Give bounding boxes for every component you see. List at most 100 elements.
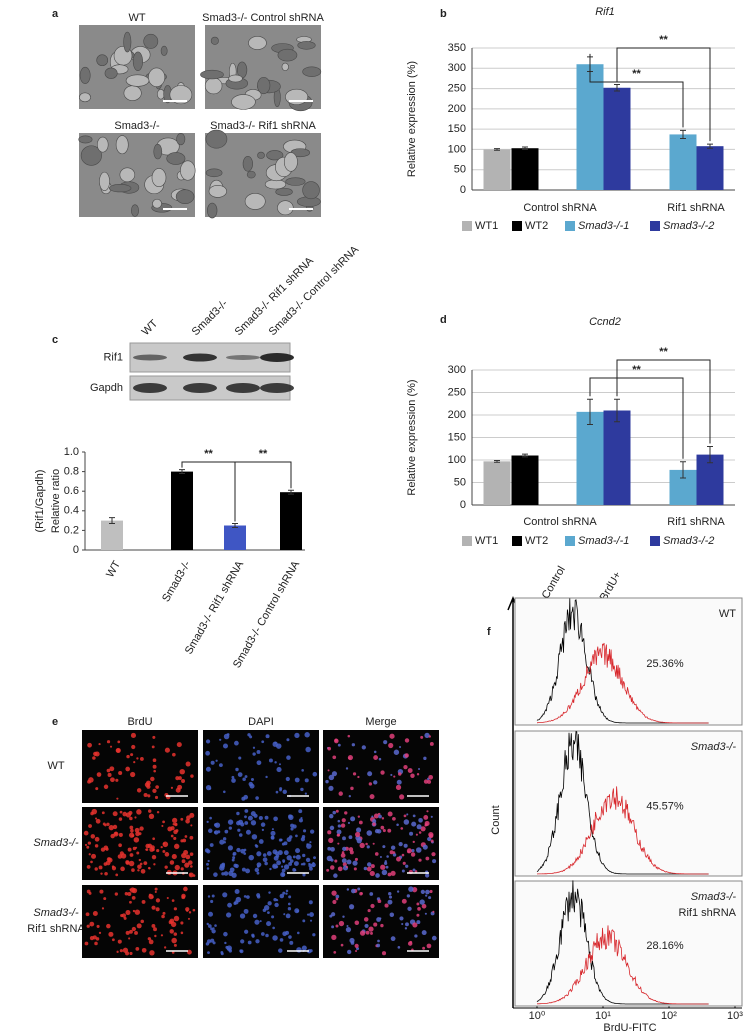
error-bar [288,489,294,495]
bar [576,64,604,190]
nucleus [106,768,111,773]
nucleus [248,854,255,861]
nucleus [312,933,316,937]
nucleus [345,927,352,933]
nucleus [275,865,279,869]
nucleus [161,824,164,827]
fluorescence-image [82,885,198,958]
nucleus [130,771,136,778]
nucleus [232,853,236,856]
nucleus [120,913,124,918]
nucleus [152,758,157,763]
nucleus [304,732,310,738]
nucleus [387,811,393,817]
nucleus [390,936,396,942]
nucleus [256,851,262,857]
nucleus [275,743,282,749]
nucleus [421,903,427,909]
nucleus [176,742,182,748]
cell-colony [131,204,139,217]
nucleus [179,768,185,775]
error-bar [707,143,713,149]
nucleus [126,754,130,759]
nucleus [95,937,100,941]
nucleus [327,846,332,851]
nucleus [181,779,186,784]
nucleus [428,896,432,900]
nucleus [215,759,218,762]
nucleus [107,772,112,777]
fluorescence-image [323,730,439,803]
nucleus [417,907,421,911]
nucleus [396,779,402,785]
nucleus [392,816,396,821]
nucleus [309,866,313,871]
cell-colony [96,54,109,67]
nucleus [401,922,404,926]
nucleus [388,891,392,896]
panel-letter: f [487,626,491,638]
nucleus [363,866,368,871]
nucleus [294,908,300,914]
nucleus [388,742,394,749]
nucleus [187,949,192,955]
nucleus [224,829,229,834]
nucleus [239,913,246,919]
nucleus [281,842,285,846]
nucleus [152,788,157,794]
nucleus [360,892,363,895]
nucleus [205,750,210,756]
cell-colony [275,187,293,196]
nucleus [169,929,174,934]
y-tick-label: 150 [448,123,466,135]
nucleus [140,868,146,874]
nucleus [380,923,384,928]
nucleus [356,838,362,844]
nucleus [115,778,119,782]
nucleus [358,820,363,825]
nucleus [309,841,312,844]
nucleus [340,943,344,947]
nucleus [264,815,269,820]
nucleus [148,894,154,900]
bar [603,410,631,505]
significance-bracket [589,53,684,128]
nucleus [100,872,103,875]
cell-colony [166,152,186,165]
nucleus [233,863,238,868]
nucleus [237,828,241,832]
nucleus [231,775,235,779]
bar [280,492,302,550]
panel-letter: e [52,716,58,728]
nucleus [251,834,258,840]
nucleus [93,751,98,756]
nucleus [243,908,249,914]
nucleus [260,822,266,827]
nucleus [251,934,255,938]
nucleus [150,776,155,782]
nucleus [349,904,355,910]
nucleus [130,828,134,833]
nucleus [152,735,156,739]
nucleus [390,845,396,850]
nucleus [223,871,229,876]
nucleus [308,862,311,866]
nucleus [370,903,375,909]
legend-label: WT2 [525,535,548,547]
nucleus [264,861,268,866]
nucleus [206,867,210,870]
nucleus [92,935,97,940]
bar [483,461,511,505]
panel-letter: c [52,334,58,346]
nucleus [392,853,397,857]
nucleus [137,869,140,872]
cell-colony [80,145,102,166]
significance-bracket [589,377,684,459]
cell-colony [228,74,243,83]
nucleus [424,732,430,738]
error-bar [232,523,238,528]
nucleus [218,763,223,768]
nucleus [114,892,119,896]
nucleus [162,911,166,915]
nucleus [208,911,214,917]
